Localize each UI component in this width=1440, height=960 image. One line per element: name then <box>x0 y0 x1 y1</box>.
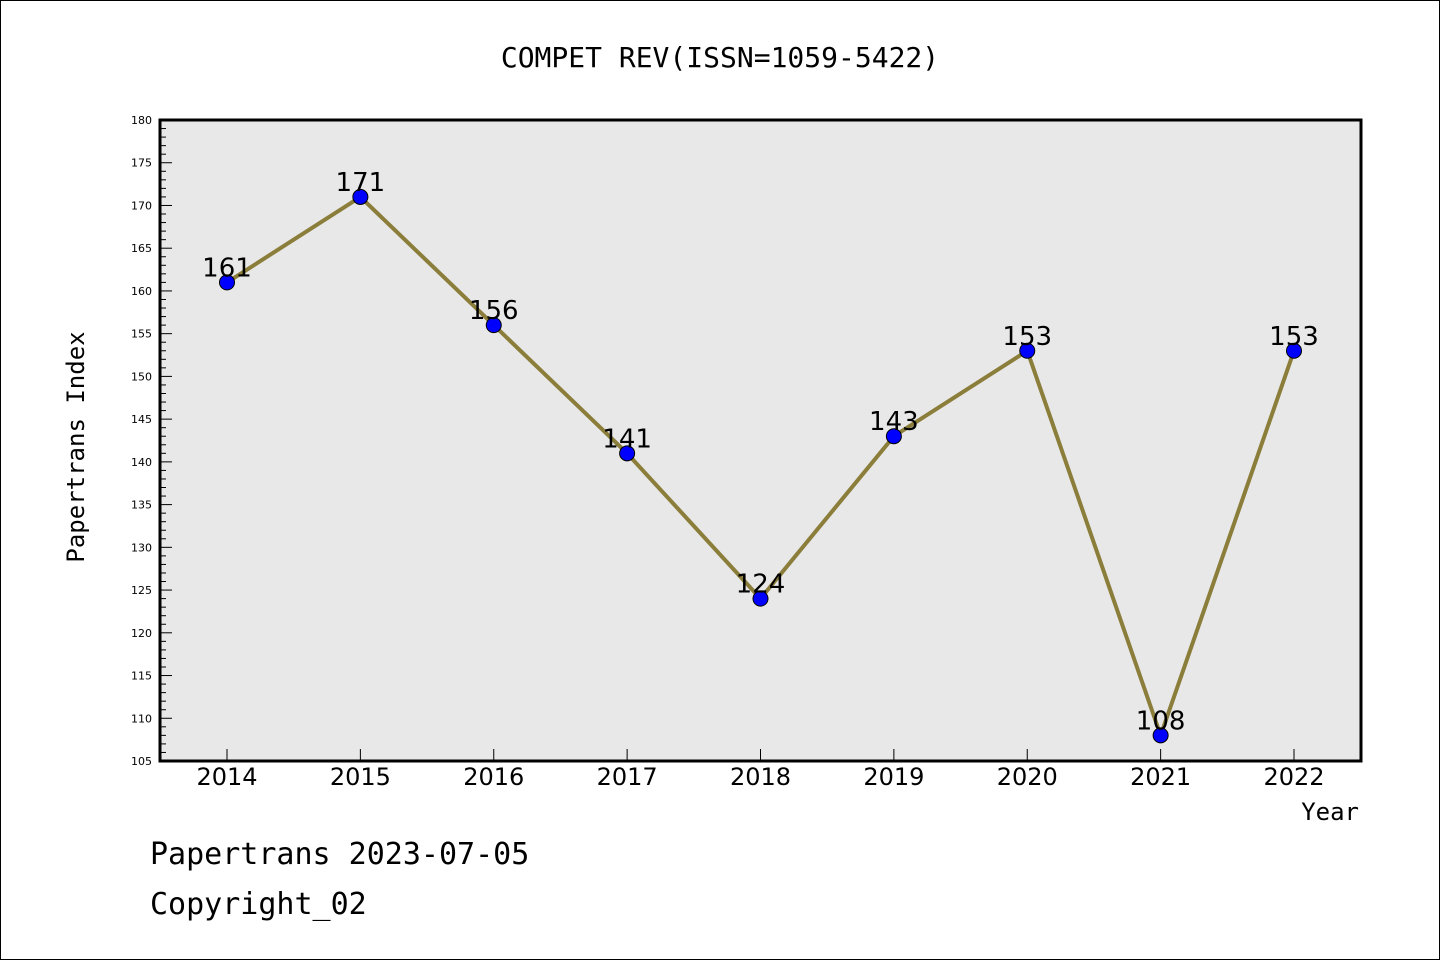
data-label: 153 <box>1002 322 1052 352</box>
x-tick-label: 2017 <box>597 763 658 791</box>
y-tick-label: 160 <box>131 285 152 298</box>
footer-date-text: Papertrans 2023-07-05 <box>150 837 529 872</box>
y-tick-label: 130 <box>131 541 152 554</box>
x-tick-label: 2014 <box>196 763 257 791</box>
y-tick-label: 125 <box>131 584 152 597</box>
y-tick-label: 140 <box>131 456 152 469</box>
data-point-2022 <box>1286 342 1302 359</box>
data-label: 161 <box>202 253 252 283</box>
data-point-2014 <box>219 274 235 291</box>
data-label: 143 <box>869 407 919 437</box>
data-label: 108 <box>1136 706 1186 736</box>
data-point-2018 <box>752 590 769 607</box>
y-tick-label: 155 <box>131 328 152 341</box>
data-label: 153 <box>1269 322 1319 352</box>
y-tick-label: 115 <box>131 670 152 683</box>
x-tick-label: 2015 <box>330 763 391 791</box>
y-tick-label: 150 <box>131 370 152 383</box>
y-tick-label: 145 <box>131 413 152 426</box>
y-tick-label: 135 <box>131 499 152 512</box>
data-label: 124 <box>736 570 786 600</box>
x-tick-label: 2021 <box>1130 763 1191 791</box>
x-tick-label: 2020 <box>997 763 1058 791</box>
y-axis: 105 110 115 120 125 130 135 140 145 150 155 160 165 1… <box>131 114 172 768</box>
y-tick-label: 180 <box>131 114 152 127</box>
data-point-2019 <box>885 428 902 445</box>
y-tick-label: 110 <box>131 712 152 725</box>
chart-title: COMPET REV(ISSN=1059-5422) <box>501 41 939 74</box>
data-point-2021 <box>1152 727 1169 744</box>
data-point-2015 <box>352 188 369 205</box>
x-tick-label: 2019 <box>863 763 924 791</box>
y-tick-label: 165 <box>131 242 152 255</box>
data-point-2016 <box>485 317 502 334</box>
footer-copyright-text: Copyright_02 <box>150 887 367 922</box>
y-axis-label: Papertrans Index <box>62 331 90 562</box>
x-tick-label: 2018 <box>730 763 791 791</box>
data-labels-group: 161 171 156 141 124 143 153 108 153 <box>202 168 1319 736</box>
y-tick-label: 170 <box>131 199 152 212</box>
data-point-2017 <box>619 445 636 462</box>
x-tick-label: 2016 <box>463 763 524 791</box>
data-label: 141 <box>602 424 652 454</box>
x-axis: 2014 2015 2016 2017 2018 2019 2020 2021 2022 <box>196 749 1325 791</box>
series-line-group <box>219 188 1302 744</box>
data-label: 171 <box>336 168 386 198</box>
data-label: 156 <box>469 296 519 326</box>
y-tick-label: 105 <box>131 755 152 768</box>
plot-area <box>160 120 1361 761</box>
y-tick-label: 175 <box>131 157 152 170</box>
x-tick-label: 2022 <box>1263 763 1324 791</box>
y-tick-label: 120 <box>131 627 152 640</box>
x-axis-label: Year <box>1301 798 1359 826</box>
data-point-2020 <box>1019 342 1036 359</box>
plot-border <box>158 118 1363 763</box>
